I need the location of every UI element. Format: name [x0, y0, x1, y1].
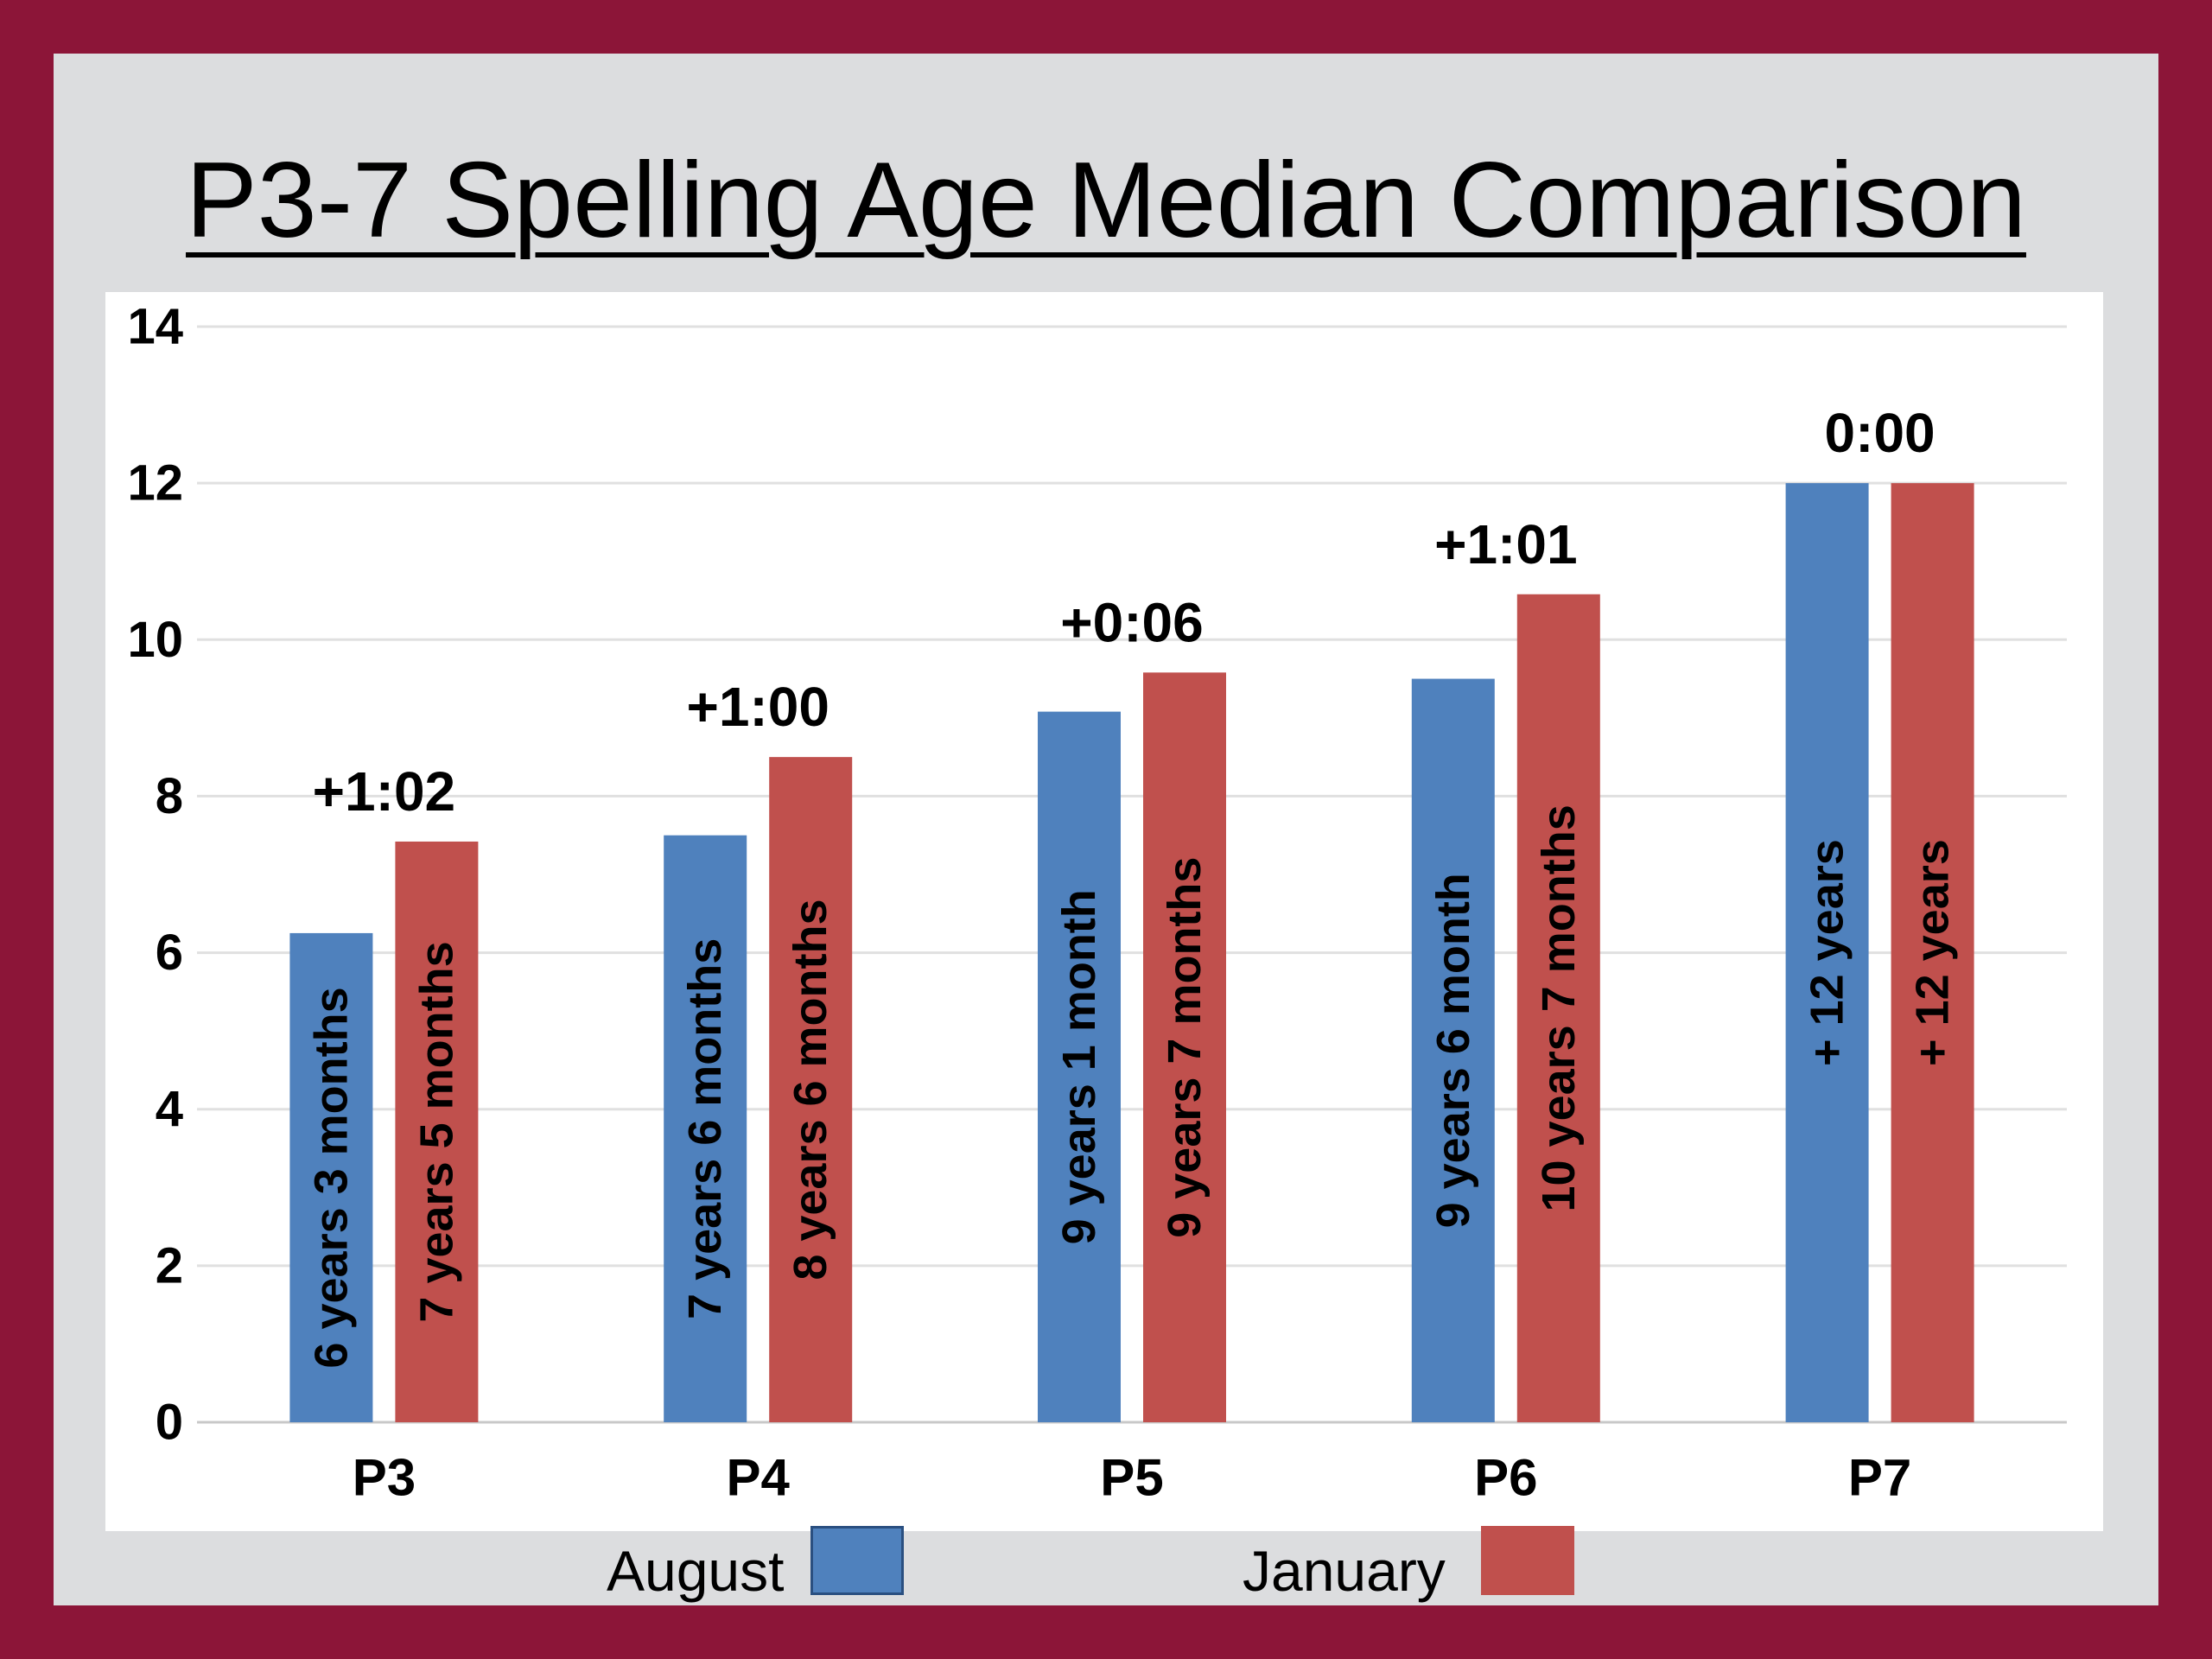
slide-panel: P3-7 Spelling Age Median Comparison 0 2 4 6… [54, 54, 2158, 1605]
difference-annotation: +1:01 [1434, 513, 1577, 575]
bar-chart: 0 2 4 6 8 10 12 14 6 years 3 months 7 years 5 mo… [105, 292, 2103, 1531]
bar-august-p5 [1038, 711, 1121, 1422]
y-tick-label: 2 [156, 1237, 183, 1294]
difference-annotations: +1:02 +1:00 +0:06 +1:01 0:00 [313, 402, 1936, 823]
bar-january-p7 [1891, 483, 1974, 1422]
category-label: P5 [1100, 1449, 1163, 1507]
gridlines [197, 325, 2067, 1424]
bar-data-label: 9 years 7 months [1159, 857, 1211, 1238]
bar-august-p7 [1785, 483, 1869, 1422]
chart-title: P3-7 Spelling Age Median Comparison [186, 141, 2026, 260]
bar-data-label: 7 years 6 months [679, 938, 731, 1319]
legend-swatch-january [1481, 1526, 1574, 1595]
difference-annotation: 0:00 [1825, 402, 1936, 464]
difference-annotation: +0:06 [1060, 591, 1203, 653]
bar-august-p4 [664, 835, 747, 1422]
bars: 6 years 3 months 7 years 5 months 7 years … [289, 483, 1974, 1422]
bar-august-p3 [289, 932, 373, 1422]
y-tick-label: 14 [127, 299, 183, 355]
bar-data-label: 6 years 3 months [305, 987, 357, 1368]
bar-data-label: 8 years 6 months [785, 899, 836, 1280]
bar-january-p6 [1516, 594, 1600, 1422]
y-tick-label: 4 [156, 1081, 183, 1137]
bar-data-label: 7 years 5 months [410, 941, 462, 1322]
legend-label-august: August [607, 1539, 785, 1603]
difference-annotation: +1:00 [686, 676, 829, 738]
bar-january-p5 [1143, 672, 1226, 1422]
bar-january-p3 [395, 841, 479, 1422]
bar-january-p4 [769, 757, 853, 1422]
difference-annotation: +1:02 [313, 760, 455, 823]
category-labels: P3 P4 P5 P6 P7 [353, 1449, 1912, 1507]
y-tick-label: 12 [127, 455, 183, 512]
bar-data-label: + 12 years [1802, 839, 1853, 1066]
bar-data-label: 9 years 6 month [1427, 873, 1479, 1228]
bar-data-label: 9 years 1 month [1053, 889, 1105, 1244]
y-tick-label: 0 [156, 1395, 183, 1451]
bar-data-label: + 12 years [1907, 839, 1959, 1066]
bar-data-label: 10 years 7 months [1533, 804, 1585, 1211]
category-label: P6 [1474, 1449, 1537, 1507]
legend-label-january: January [1243, 1539, 1446, 1603]
y-axis-ticks: 0 2 4 6 8 10 12 14 [127, 299, 183, 1451]
bar-august-p6 [1411, 678, 1495, 1422]
y-tick-label: 8 [156, 768, 183, 824]
category-label: P4 [727, 1449, 791, 1507]
category-label: P7 [1848, 1449, 1911, 1507]
y-tick-label: 6 [156, 925, 183, 981]
category-label: P3 [353, 1449, 416, 1507]
legend-swatch-august [810, 1526, 904, 1595]
y-tick-label: 10 [127, 612, 183, 668]
